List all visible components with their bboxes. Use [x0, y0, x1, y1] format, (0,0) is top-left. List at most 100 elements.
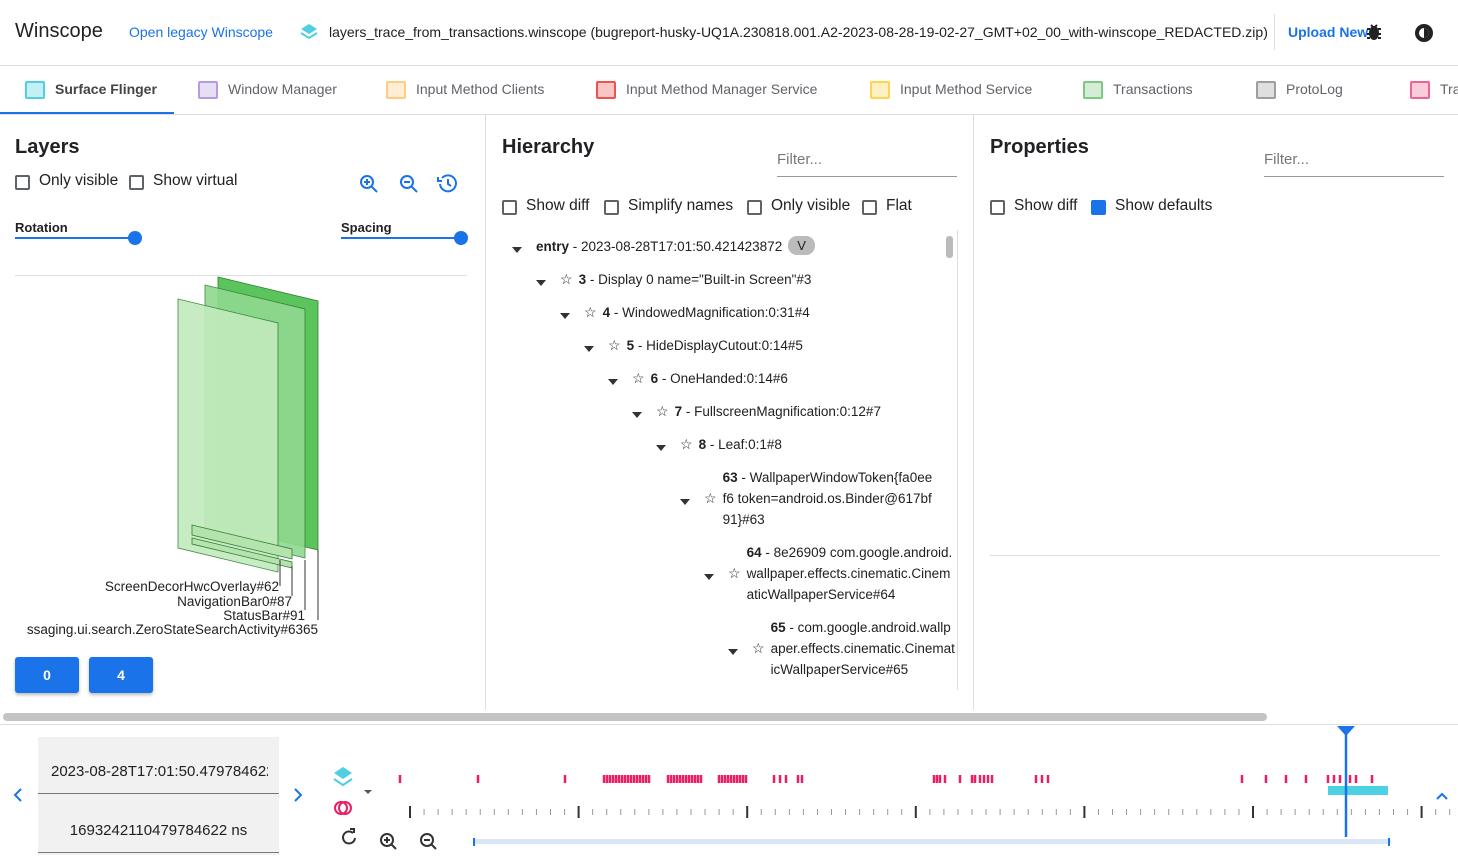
tab[interactable]: Surface Flinger [55, 81, 157, 97]
expand-arrow[interactable] [608, 379, 618, 385]
checkbox[interactable] [1091, 200, 1106, 215]
divider [15, 275, 467, 276]
node-text: 6 - OneHanded:0:14#6 [651, 368, 788, 389]
checkbox-label[interactable]: Simplify names [628, 197, 734, 214]
panel-title: Layers [15, 136, 80, 158]
node-text: 64 - 8e26909 com.google.android.wallpape… [747, 542, 957, 605]
checkbox-label[interactable]: Show virtual [153, 172, 238, 189]
tab[interactable]: Tra [1440, 81, 1458, 97]
tree-node[interactable]: ☆ 6 - OneHanded:0:14#6 [502, 362, 957, 395]
star-icon[interactable]: ☆ [704, 490, 717, 506]
tree-node[interactable]: ☆ 7 - FullscreenMagnification:0:12#7 [502, 395, 957, 428]
panel-title: Hierarchy [502, 136, 595, 158]
star-icon[interactable]: ☆ [728, 565, 741, 581]
scrollbar[interactable] [3, 713, 1267, 721]
zoom-controls[interactable] [358, 173, 463, 195]
file-name: layers_trace_from_transactions.winscope … [329, 24, 1268, 40]
checkbox-label[interactable]: Only visible [39, 172, 119, 189]
tree-node[interactable]: ☆ 8 - Leaf:0:1#8 [502, 428, 957, 461]
checkbox[interactable] [747, 200, 762, 215]
node-name: - 8e26909 com.google.android.wallpaper.e… [746, 545, 953, 602]
tree-node[interactable]: ☆ 63 - WallpaperWindowToken{fa0eef6 token… [502, 461, 957, 536]
filter-input[interactable]: Filter... [777, 151, 957, 177]
slider-thumb[interactable] [454, 231, 468, 245]
expand-arrow[interactable] [728, 649, 738, 655]
divider [990, 555, 1440, 556]
node-text: 8 - Leaf:0:1#8 [699, 434, 782, 455]
star-icon[interactable]: ☆ [752, 640, 765, 656]
checkbox-label[interactable]: Flat [886, 197, 912, 214]
theme-icon[interactable] [1413, 22, 1435, 44]
star-icon[interactable]: ☆ [632, 370, 645, 386]
expand-arrow[interactable] [560, 313, 570, 319]
expand-arrow[interactable] [632, 412, 642, 418]
checkbox-label[interactable]: Show diff [526, 197, 590, 214]
layers-3d-view [177, 276, 319, 620]
tree-node[interactable]: ☆ 65 - com.google.android.wallpaper.effec… [502, 611, 957, 686]
tab-icon[interactable] [870, 81, 890, 99]
tab-icon[interactable] [1256, 81, 1276, 99]
expand-arrow[interactable] [656, 445, 666, 451]
tab-icon[interactable] [25, 81, 45, 99]
checkbox[interactable] [502, 200, 517, 215]
upload-button[interactable]: Upload New [1288, 24, 1369, 40]
star-icon[interactable]: ☆ [680, 436, 693, 452]
tree-node[interactable]: ☆ 3 - Display 0 name="Built-in Screen"#3 [502, 263, 957, 296]
filter-input[interactable]: Filter... [1264, 151, 1444, 177]
star-icon[interactable]: ☆ [608, 337, 621, 353]
tree-node[interactable]: ☆ 5 - HideDisplayCutout:0:14#5 [502, 329, 957, 362]
tab[interactable]: ProtoLog [1286, 81, 1343, 97]
slider[interactable] [15, 237, 135, 239]
checkbox[interactable] [604, 200, 619, 215]
node-text: 63 - WallpaperWindowToken{fa0eef6 token=… [723, 467, 933, 530]
node-id: 63 [722, 470, 738, 485]
tab[interactable]: Window Manager [228, 81, 337, 97]
expand-arrow[interactable] [680, 499, 690, 505]
cursor-handle[interactable] [1337, 726, 1355, 736]
expand-arrow[interactable] [584, 346, 594, 352]
tab-icon[interactable] [1083, 81, 1103, 99]
prev-button[interactable] [10, 786, 26, 804]
tree-node[interactable]: ☆ 4 - WindowedMagnification:0:31#4 [502, 296, 957, 329]
timestamp-input[interactable]: 2023-08-28T17:01:50.479784622 [51, 763, 268, 780]
star-icon[interactable]: ☆ [560, 271, 573, 287]
tree-node[interactable]: entry - 2023-08-28T17:01:50.421423872 V [502, 230, 957, 263]
tab[interactable]: Input Method Clients [416, 81, 545, 97]
checkbox[interactable] [15, 175, 30, 190]
slider-thumb[interactable] [128, 231, 142, 245]
tab-icon[interactable] [596, 81, 616, 99]
expand-arrow[interactable] [704, 574, 714, 580]
star-icon[interactable]: ☆ [584, 304, 597, 320]
checkbox-label[interactable]: Show defaults [1115, 197, 1213, 214]
node-id: 8 [698, 437, 707, 452]
next-button[interactable] [290, 786, 306, 804]
tab-icon[interactable] [198, 81, 218, 99]
checkbox-label[interactable]: Only visible [771, 197, 851, 214]
checkbox-label[interactable]: Show diff [1014, 197, 1078, 214]
ns-input[interactable]: 1693242110479784622 ns [69, 822, 248, 839]
checkbox[interactable] [862, 200, 877, 215]
checkbox[interactable] [129, 175, 144, 190]
display-button[interactable]: 0 [15, 657, 79, 693]
tree-node[interactable]: ☆ 64 - 8e26909 com.google.android.wallpap… [502, 536, 957, 611]
slider[interactable] [341, 237, 461, 239]
display-button[interactable]: 4 [89, 657, 153, 693]
legacy-link[interactable]: Open legacy Winscope [129, 24, 273, 40]
tab[interactable]: Input Method Manager Service [626, 81, 818, 97]
tab-icon[interactable] [386, 81, 406, 99]
tab-icon[interactable] [1410, 81, 1430, 99]
tab[interactable]: Input Method Service [900, 81, 1033, 97]
bug-icon[interactable] [1364, 22, 1384, 42]
node-name: - WallpaperWindowToken{fa0eef6 token=and… [722, 470, 933, 527]
star-icon[interactable]: ☆ [656, 403, 669, 419]
checkbox[interactable] [990, 200, 1005, 215]
tab[interactable]: Transactions [1113, 81, 1193, 97]
expand-arrow[interactable] [512, 247, 522, 253]
node-name: - com.google.android.wallpaper.effects.c… [770, 620, 955, 677]
expand-arrow[interactable] [536, 280, 546, 286]
node-name: - OneHanded:0:14#6 [661, 371, 788, 386]
timeline-track[interactable] [320, 725, 1458, 860]
scrollbar[interactable] [946, 236, 953, 258]
node-name: - Display 0 name="Built-in Screen"#3 [589, 272, 812, 287]
